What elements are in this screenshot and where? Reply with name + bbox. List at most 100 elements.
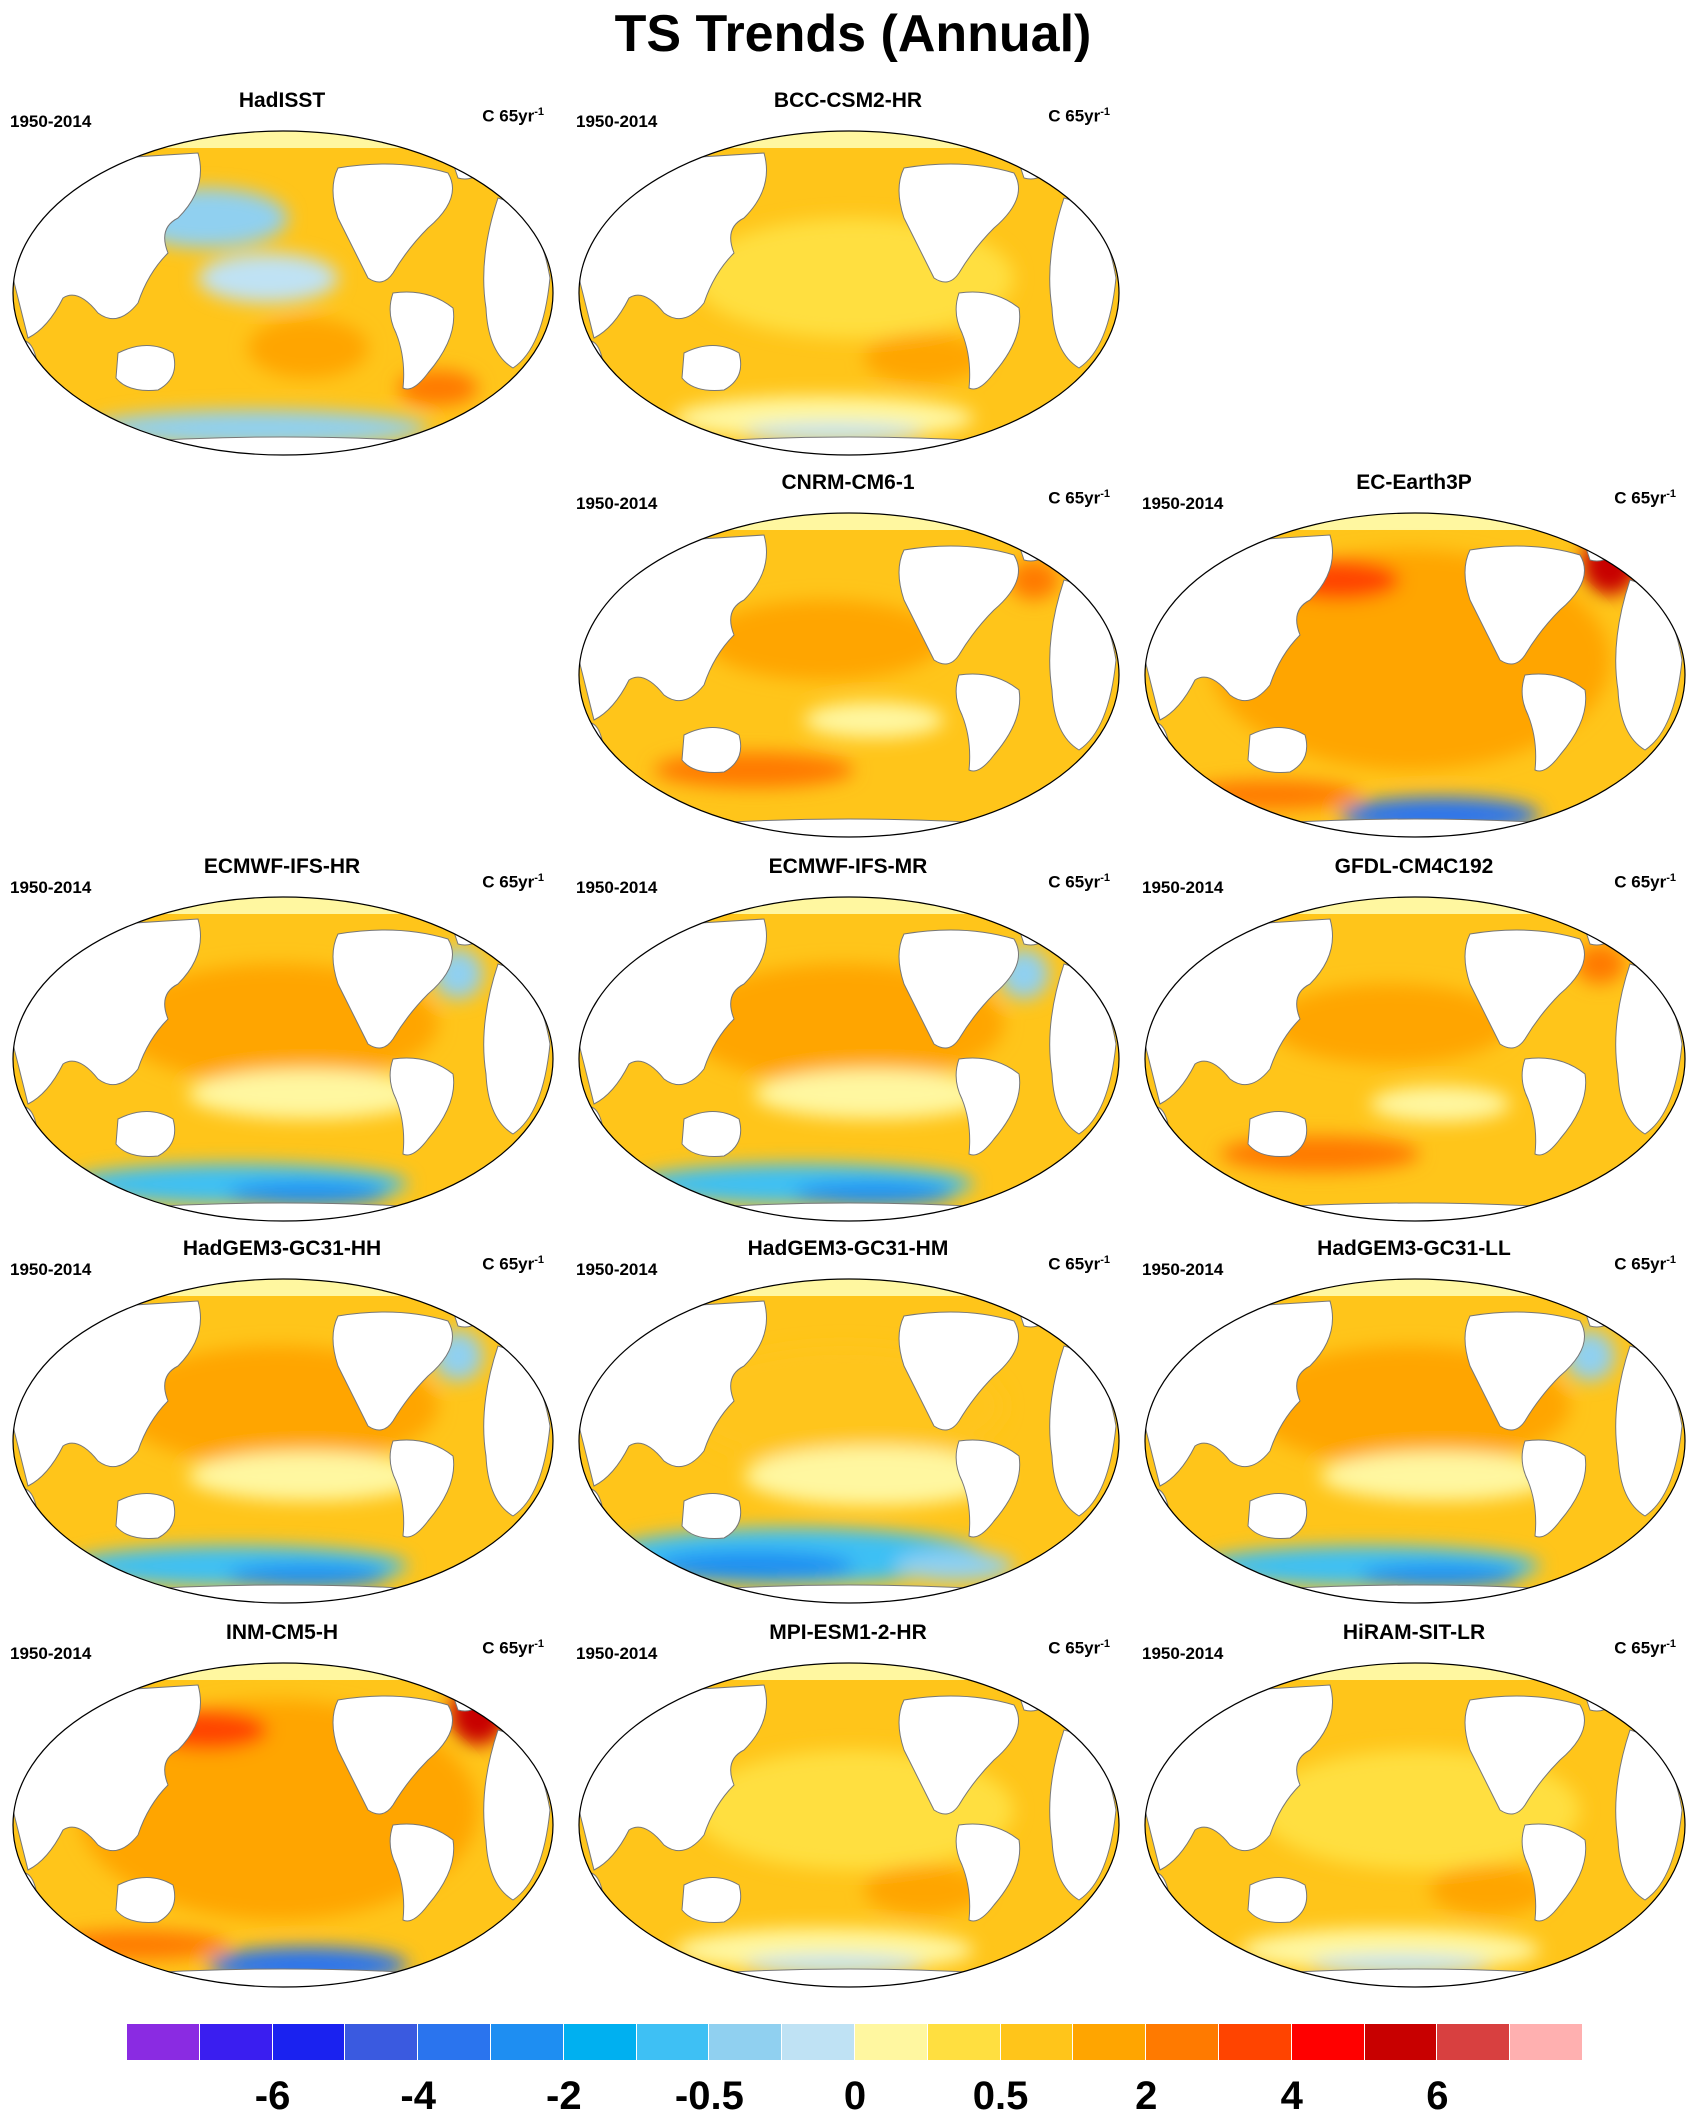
units-base: C 65yr xyxy=(482,1638,535,1658)
south-america-landmass xyxy=(955,291,1021,390)
panel-title: ECMWF-IFS-MR xyxy=(768,855,928,878)
colorbar-swatch xyxy=(854,2024,928,2060)
colorbar-tick-label: 4 xyxy=(1280,2074,1303,2118)
units-exponent: -1 xyxy=(1100,106,1110,118)
map-frame xyxy=(1144,1278,1686,1604)
colorbar-swatch xyxy=(563,2024,637,2060)
australia-landmass xyxy=(115,345,176,391)
colorbar-swatch xyxy=(1146,2024,1219,2060)
colorbar-swatch xyxy=(636,2024,710,2060)
colorbar-tick-label: -6 xyxy=(254,2074,291,2118)
panel-units: C 65yr-1 xyxy=(482,872,544,893)
north-america-landmass xyxy=(898,1311,1019,1431)
colorbar-tick-label: 0.5 xyxy=(972,2074,1029,2118)
units-base: C 65yr xyxy=(1048,872,1101,892)
units-exponent: -1 xyxy=(534,1638,544,1650)
units-exponent: -1 xyxy=(1100,1254,1110,1266)
units-base: C 65yr xyxy=(482,106,535,126)
colorbar-swatch xyxy=(1000,2024,1074,2060)
map-frame xyxy=(578,130,1120,456)
units-base: C 65yr xyxy=(1614,1254,1667,1274)
panel-period: 1950-2014 xyxy=(10,112,92,131)
colorbar-swatch xyxy=(199,2024,273,2060)
north-america-landmass xyxy=(1464,545,1585,665)
world-map xyxy=(578,512,1120,838)
map-panel: HiRAM-SIT-LR 1950-2014 C 65yr-1 xyxy=(1134,1620,1694,2000)
world-map xyxy=(1144,1662,1686,1988)
map-panel: ECMWF-IFS-MR 1950-2014 C 65yr-1 xyxy=(568,854,1128,1234)
panel-units: C 65yr-1 xyxy=(1048,872,1110,893)
south-america-landmass xyxy=(389,1439,455,1538)
panel-period: 1950-2014 xyxy=(576,878,658,897)
australia-landmass xyxy=(1247,1111,1308,1157)
panel-title: MPI-ESM1-2-HR xyxy=(769,1621,927,1644)
map-panel: HadGEM3-GC31-LL 1950-2014 C 65yr-1 xyxy=(1134,1236,1694,1616)
units-exponent: -1 xyxy=(1100,872,1110,884)
units-exponent: -1 xyxy=(534,106,544,118)
panel-period: 1950-2014 xyxy=(1142,1260,1224,1279)
map-panel: CNRM-CM6-1 1950-2014 C 65yr-1 xyxy=(568,470,1128,850)
panel-units: C 65yr-1 xyxy=(1048,1254,1110,1275)
panel-units: C 65yr-1 xyxy=(1048,106,1110,127)
map-frame xyxy=(1144,512,1686,838)
units-exponent: -1 xyxy=(534,872,544,884)
units-exponent: -1 xyxy=(1666,488,1676,500)
colorbar-tick-label: -4 xyxy=(400,2074,436,2118)
south-america-landmass xyxy=(389,291,455,390)
panel-units: C 65yr-1 xyxy=(482,1638,544,1659)
map-panel: BCC-CSM2-HR 1950-2014 C 65yr-1 xyxy=(568,88,1128,468)
panel-title: BCC-CSM2-HR xyxy=(773,89,923,112)
south-america-landmass xyxy=(1521,1057,1587,1156)
panel-period: 1950-2014 xyxy=(10,878,92,897)
australia-landmass xyxy=(115,1111,176,1157)
colorbar-swatch xyxy=(490,2024,564,2060)
north-america-landmass xyxy=(332,1695,453,1815)
units-base: C 65yr xyxy=(1614,1638,1667,1658)
anomaly-region xyxy=(794,1182,954,1206)
colorbar-swatch xyxy=(1073,2024,1147,2060)
panel-units: C 65yr-1 xyxy=(1614,488,1676,509)
panel-title: INM-CM5-H xyxy=(226,1621,338,1644)
units-base: C 65yr xyxy=(1048,106,1101,126)
panel-period: 1950-2014 xyxy=(1142,1644,1224,1663)
units-base: C 65yr xyxy=(1614,872,1667,892)
world-map xyxy=(1144,512,1686,838)
south-america-landmass xyxy=(955,1439,1021,1538)
panel-units: C 65yr-1 xyxy=(1614,1638,1676,1659)
anomaly-region xyxy=(1009,560,1059,600)
colorbar-tick-label: 6 xyxy=(1426,2074,1449,2118)
australia-landmass xyxy=(1247,1877,1308,1923)
south-america-landmass xyxy=(1521,1439,1587,1538)
colorbar-swatch xyxy=(127,2024,200,2060)
map-panel: INM-CM5-H 1950-2014 C 65yr-1 xyxy=(2,1620,562,2000)
panel-units: C 65yr-1 xyxy=(1048,1638,1110,1659)
map-frame xyxy=(12,130,554,456)
units-base: C 65yr xyxy=(1614,488,1667,508)
north-america-landmass xyxy=(1464,1311,1585,1431)
panel-title: EC-Earth3P xyxy=(1356,471,1472,494)
south-america-landmass xyxy=(389,1823,455,1922)
north-america-landmass xyxy=(898,545,1019,665)
colorbar-tick-label: 0 xyxy=(843,2074,867,2118)
south-america-landmass xyxy=(955,1823,1021,1922)
map-frame xyxy=(578,896,1120,1222)
map-panel: EC-Earth3P 1950-2014 C 65yr-1 xyxy=(1134,470,1694,850)
map-frame xyxy=(578,1278,1120,1604)
anomaly-region xyxy=(744,1446,1004,1506)
panel-period: 1950-2014 xyxy=(10,1644,92,1663)
north-america-landmass xyxy=(1464,1695,1585,1815)
anomaly-region xyxy=(1180,780,1360,810)
panel-title: GFDL-CM4C192 xyxy=(1334,855,1494,878)
world-map xyxy=(12,896,554,1222)
anomaly-region xyxy=(654,1551,854,1581)
australia-landmass xyxy=(681,1877,742,1923)
map-frame xyxy=(12,896,554,1222)
colorbar-tick-label: 2 xyxy=(1135,2074,1158,2118)
panel-period: 1950-2014 xyxy=(576,494,658,513)
panel-period: 1950-2014 xyxy=(576,112,658,131)
south-america-landmass xyxy=(955,673,1021,772)
units-base: C 65yr xyxy=(1048,1638,1101,1658)
world-map xyxy=(578,130,1120,456)
australia-landmass xyxy=(115,1493,176,1539)
colorbar-swatch xyxy=(1218,2024,1292,2060)
